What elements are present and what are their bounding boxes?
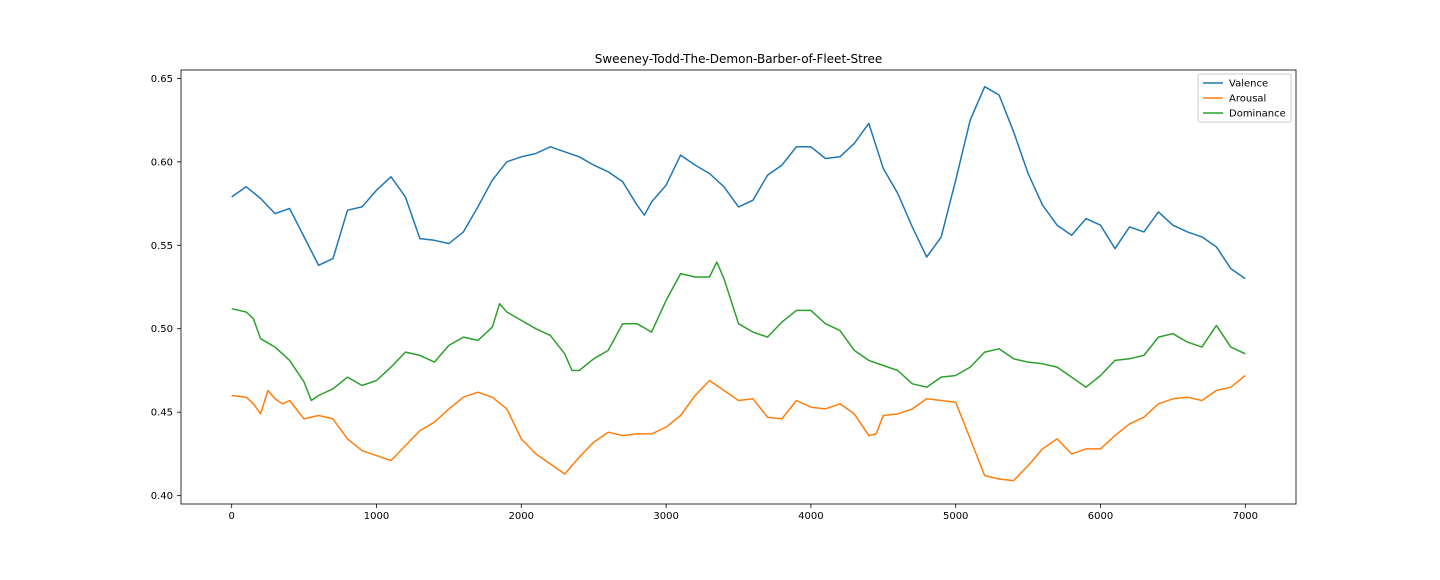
y-tick-label: 0.40 — [151, 491, 173, 502]
x-tick-label: 4000 — [798, 511, 823, 522]
series-line-arousal — [231, 374, 1246, 482]
x-tick-label: 5000 — [943, 511, 968, 522]
x-tick-label: 3000 — [653, 511, 678, 522]
series-line-dominance — [231, 261, 1246, 402]
x-tick-label: 7000 — [1233, 511, 1258, 522]
y-tick-label: 0.65 — [151, 74, 173, 85]
x-axis: 0 1000 2000 3000 4000 5000 6000 7000 — [228, 504, 1258, 522]
legend: Valence Arousal Dominance — [1197, 73, 1292, 123]
legend-label-valence: Valence — [1229, 79, 1268, 90]
plot-area — [231, 85, 1246, 482]
x-tick-label: 1000 — [364, 511, 389, 522]
y-tick-label: 0.50 — [151, 324, 173, 335]
legend-label-arousal: Arousal — [1229, 94, 1266, 105]
legend-box — [1197, 73, 1292, 123]
x-tick-label: 2000 — [509, 511, 534, 522]
series-line-valence — [231, 85, 1246, 280]
x-tick-label: 0 — [228, 511, 234, 522]
legend-label-dominance: Dominance — [1229, 109, 1286, 120]
y-tick-label: 0.45 — [151, 408, 173, 419]
x-tick-label: 6000 — [1088, 511, 1113, 522]
y-tick-label: 0.60 — [151, 157, 173, 168]
y-tick-label: 0.55 — [151, 241, 173, 252]
plot-frame — [180, 69, 1297, 505]
y-axis: 0.40 0.45 0.50 0.55 0.60 0.65 — [151, 74, 181, 502]
chart-title: Sweeney-Todd-The-Demon-Barber-of-Fleet-S… — [595, 52, 882, 66]
